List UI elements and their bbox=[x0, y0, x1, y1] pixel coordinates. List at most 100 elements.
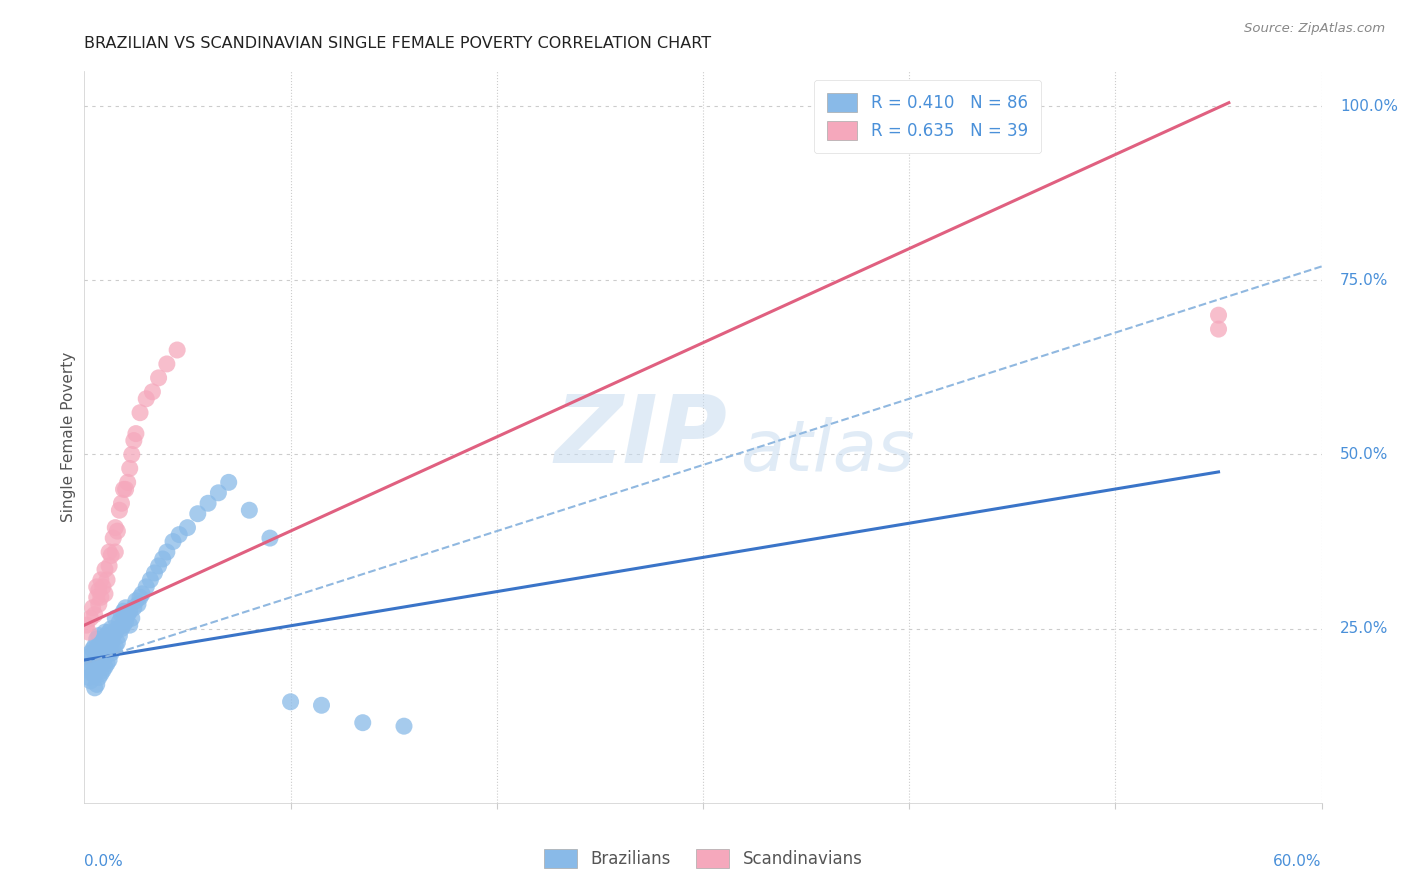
Text: ZIP: ZIP bbox=[555, 391, 728, 483]
Point bbox=[135, 580, 157, 594]
Point bbox=[96, 642, 118, 657]
Point bbox=[392, 719, 415, 733]
Point bbox=[96, 573, 118, 587]
Point bbox=[79, 611, 101, 625]
Point bbox=[82, 600, 104, 615]
Point bbox=[104, 545, 127, 559]
Point bbox=[105, 622, 128, 636]
Point bbox=[86, 580, 108, 594]
Point bbox=[98, 545, 121, 559]
Text: BRAZILIAN VS SCANDINAVIAN SINGLE FEMALE POVERTY CORRELATION CHART: BRAZILIAN VS SCANDINAVIAN SINGLE FEMALE … bbox=[84, 36, 711, 51]
Point bbox=[197, 496, 219, 510]
Point bbox=[100, 622, 122, 636]
Point bbox=[77, 649, 100, 664]
Point bbox=[87, 649, 110, 664]
Point bbox=[77, 670, 100, 684]
Point bbox=[83, 653, 105, 667]
Point bbox=[162, 534, 184, 549]
Point bbox=[131, 587, 153, 601]
Point bbox=[280, 695, 302, 709]
Point bbox=[148, 371, 170, 385]
Point bbox=[83, 681, 105, 695]
Text: 25.0%: 25.0% bbox=[1340, 621, 1389, 636]
Point bbox=[87, 597, 110, 611]
Point bbox=[94, 562, 117, 576]
Point bbox=[98, 653, 121, 667]
Point bbox=[90, 667, 112, 681]
Point bbox=[118, 618, 141, 632]
Point bbox=[82, 657, 104, 671]
Point bbox=[105, 635, 128, 649]
Point bbox=[207, 485, 229, 500]
Point bbox=[167, 527, 190, 541]
Point bbox=[108, 503, 131, 517]
Point bbox=[352, 715, 374, 730]
Point bbox=[90, 591, 112, 605]
Point bbox=[100, 646, 122, 660]
Point bbox=[176, 521, 198, 535]
Point bbox=[94, 649, 117, 664]
Point bbox=[122, 600, 145, 615]
Point bbox=[75, 660, 97, 674]
Point bbox=[110, 496, 132, 510]
Point bbox=[104, 639, 127, 653]
Point bbox=[125, 426, 148, 441]
Point bbox=[122, 434, 145, 448]
Point bbox=[112, 618, 135, 632]
Point bbox=[141, 384, 163, 399]
Point bbox=[77, 625, 100, 640]
Point bbox=[90, 635, 112, 649]
Point bbox=[187, 507, 209, 521]
Point bbox=[218, 475, 240, 490]
Point bbox=[100, 635, 122, 649]
Point bbox=[104, 521, 127, 535]
Point bbox=[87, 670, 110, 684]
Text: 60.0%: 60.0% bbox=[1274, 854, 1322, 869]
Point bbox=[121, 611, 143, 625]
Point bbox=[90, 657, 112, 671]
Point bbox=[82, 667, 104, 681]
Point bbox=[1208, 322, 1230, 336]
Point bbox=[259, 531, 281, 545]
Legend: Brazilians, Scandinavians: Brazilians, Scandinavians bbox=[537, 842, 869, 875]
Point bbox=[86, 591, 108, 605]
Point bbox=[108, 615, 131, 629]
Point bbox=[238, 503, 260, 517]
Text: 50.0%: 50.0% bbox=[1340, 447, 1389, 462]
Point bbox=[96, 657, 118, 671]
Text: atlas: atlas bbox=[740, 417, 915, 486]
Text: 100.0%: 100.0% bbox=[1340, 99, 1398, 113]
Point bbox=[86, 632, 108, 646]
Point bbox=[114, 615, 136, 629]
Point bbox=[98, 639, 121, 653]
Point bbox=[135, 392, 157, 406]
Point bbox=[91, 649, 114, 664]
Point bbox=[114, 483, 136, 497]
Point bbox=[121, 448, 143, 462]
Point bbox=[75, 618, 97, 632]
Text: 75.0%: 75.0% bbox=[1340, 273, 1389, 288]
Point bbox=[108, 629, 131, 643]
Point bbox=[90, 573, 112, 587]
Point bbox=[311, 698, 333, 713]
Point bbox=[79, 660, 101, 674]
Point bbox=[86, 677, 108, 691]
Point bbox=[110, 622, 132, 636]
Point bbox=[129, 406, 152, 420]
Legend: R = 0.410   N = 86, R = 0.635   N = 39: R = 0.410 N = 86, R = 0.635 N = 39 bbox=[814, 79, 1040, 153]
Y-axis label: Single Female Poverty: Single Female Poverty bbox=[60, 352, 76, 522]
Text: Source: ZipAtlas.com: Source: ZipAtlas.com bbox=[1244, 22, 1385, 36]
Point bbox=[152, 552, 174, 566]
Point bbox=[83, 667, 105, 681]
Point bbox=[143, 566, 166, 580]
Point bbox=[86, 653, 108, 667]
Point bbox=[87, 660, 110, 674]
Point bbox=[91, 635, 114, 649]
Point bbox=[83, 607, 105, 622]
Point bbox=[86, 664, 108, 678]
Point bbox=[117, 607, 139, 622]
Point bbox=[125, 594, 148, 608]
Point bbox=[91, 580, 114, 594]
Point bbox=[96, 629, 118, 643]
Point bbox=[82, 642, 104, 657]
